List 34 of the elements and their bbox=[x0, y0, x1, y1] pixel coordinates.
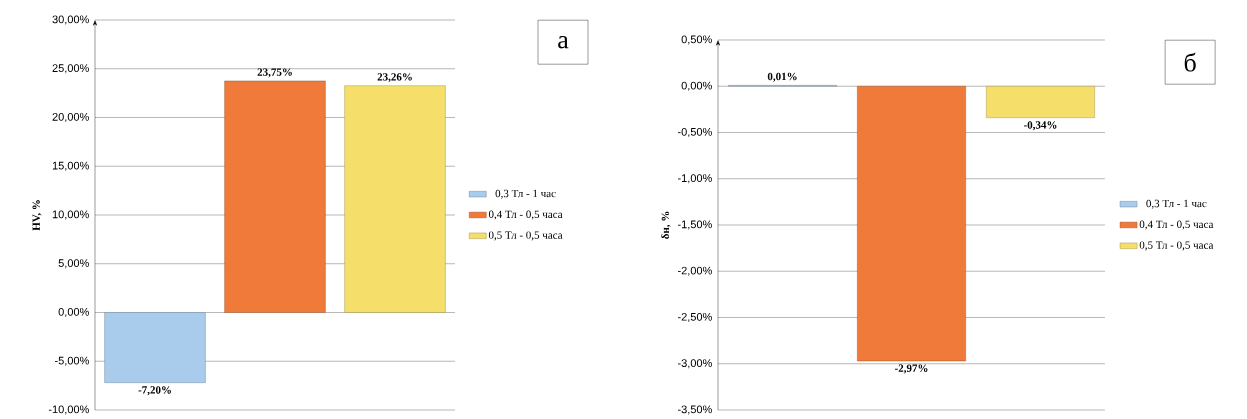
legend-label: 0,3 Тл - 1 час bbox=[495, 189, 556, 199]
data-label: 23,26% bbox=[377, 73, 412, 83]
y-tick-label: 30,00% bbox=[52, 15, 89, 25]
y-tick-label: 10,00% bbox=[52, 210, 89, 220]
legend-label: 0,5 Тл - 0,5 часа bbox=[1139, 241, 1214, 251]
data-label: 23,75% bbox=[257, 68, 292, 78]
y-tick-label: 15,00% bbox=[52, 161, 89, 171]
y-tick-label: -10,00% bbox=[48, 405, 89, 415]
y-tick-label: -3,50% bbox=[677, 405, 712, 415]
y-tick-label: -1,00% bbox=[677, 174, 712, 184]
data-label: -0,34% bbox=[1023, 121, 1057, 131]
y-axis-title: HV, % bbox=[32, 200, 42, 231]
legend-label: 0,4 Тл - 0,5 часа bbox=[488, 210, 563, 220]
legend-label: 0,3 Тл - 1 час bbox=[1146, 199, 1207, 209]
y-tick-label: 20,00% bbox=[52, 112, 89, 123]
y-tick-label: 0,00% bbox=[58, 307, 89, 318]
y-tick-label: 0,00% bbox=[681, 81, 712, 91]
data-label: -2,97% bbox=[894, 364, 928, 374]
y-axis-title: δн, % bbox=[661, 211, 671, 239]
y-tick-label: -2,00% bbox=[677, 266, 712, 276]
text: б bbox=[1184, 52, 1196, 72]
y-tick-label: -1,50% bbox=[677, 220, 712, 230]
y-tick-label: -5,00% bbox=[54, 356, 89, 366]
legend-label: 0,4 Тл - 0,5 часа bbox=[1139, 220, 1214, 230]
data-label: -7,20% bbox=[138, 386, 171, 396]
data-label: 0,01% bbox=[767, 72, 797, 82]
y-tick-label: 5,00% bbox=[58, 259, 89, 269]
y-tick-label: 0,50% bbox=[681, 35, 712, 45]
y-tick-label: -0,50% bbox=[677, 127, 712, 138]
text: а bbox=[558, 35, 569, 49]
legend-label: 0,5 Тл - 0,5 часа bbox=[488, 231, 563, 241]
y-tick-label: 25,00% bbox=[52, 64, 89, 74]
y-tick-label: -3,00% bbox=[677, 359, 712, 369]
y-tick-label: -2,50% bbox=[677, 312, 712, 323]
